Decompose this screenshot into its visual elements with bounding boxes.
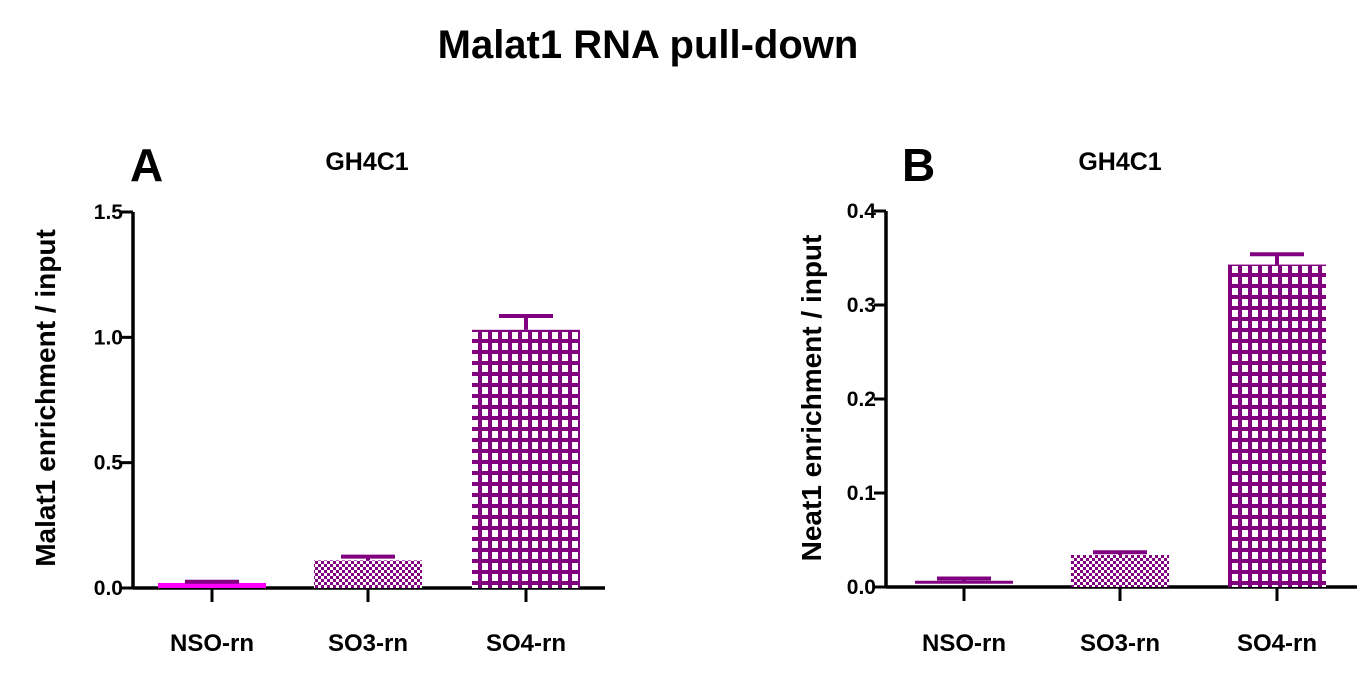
y-tick-label: 0.1	[847, 482, 877, 505]
x-category-label: NSO-rn	[922, 630, 1006, 657]
y-tick-label: 0.5	[94, 452, 124, 475]
y-tick-label: 1.0	[94, 326, 123, 349]
x-category-label: SO4-rn	[486, 630, 566, 657]
bar	[1228, 264, 1326, 587]
y-tick-label: 0.0	[94, 577, 123, 600]
panel-b: B GH4C1 Neat1 enrichment / input 0.0 0.1 0…	[796, 139, 1357, 657]
panel-title-a: GH4C1	[325, 148, 408, 176]
figure-title: Malat1 RNA pull-down	[438, 23, 859, 67]
panel-letter-b: B	[902, 139, 935, 191]
y-axis-label-b: Neat1 enrichment / input	[796, 235, 827, 562]
y-axis-label-a: Malat1 enrichment / input	[30, 229, 61, 567]
y-tick-label: 0.2	[847, 388, 876, 411]
x-category-label: SO3-rn	[1080, 630, 1160, 657]
bar	[314, 560, 422, 588]
bars-a	[158, 314, 580, 588]
y-tick-label: 1.5	[94, 201, 124, 224]
x-category-label: SO3-rn	[328, 630, 408, 657]
panel-title-b: GH4C1	[1078, 148, 1161, 176]
y-tick-label: 0.0	[847, 576, 876, 599]
bar	[472, 329, 580, 588]
bar	[158, 582, 266, 588]
x-category-label: SO4-rn	[1237, 630, 1317, 657]
y-tick-label: 0.4	[847, 200, 877, 223]
bar	[1071, 555, 1169, 587]
panel-a: A GH4C1 Malat1 enrichment / input 0.0 0.5…	[30, 139, 605, 657]
y-tick-label: 0.3	[847, 294, 876, 317]
x-category-label: NSO-rn	[170, 630, 254, 657]
bars-b	[915, 252, 1326, 587]
panel-letter-a: A	[130, 139, 163, 191]
